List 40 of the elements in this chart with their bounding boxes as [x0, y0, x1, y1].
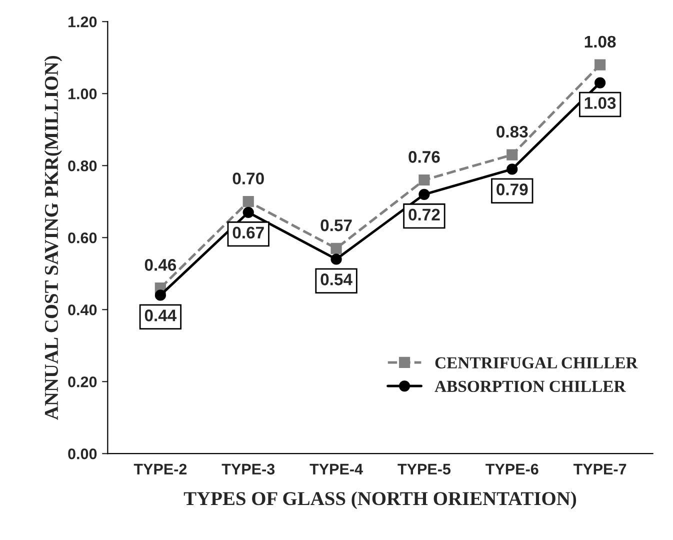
y-tick-label: 1.20	[68, 16, 97, 28]
y-tick-label: 0.00	[68, 448, 97, 460]
data-label: 0.83	[496, 126, 528, 138]
data-label: 1.03	[584, 97, 616, 109]
x-tick-label: TYPE-5	[398, 464, 451, 475]
point	[418, 188, 430, 200]
point	[506, 149, 518, 160]
y-tick-label: 0.60	[68, 232, 97, 244]
data-label: 0.72	[408, 208, 440, 221]
x-tick-label: TYPE-4	[310, 464, 363, 474]
data-label: 0.76	[408, 151, 440, 163]
y-tick-label: 0.80	[68, 160, 97, 172]
data-label: 0.57	[320, 219, 352, 232]
data-label: 0.54	[320, 274, 352, 286]
point	[506, 164, 518, 175]
point	[418, 174, 430, 186]
y-tick-label: 0.20	[68, 376, 97, 388]
point	[242, 196, 254, 208]
data-label: 0.70	[232, 172, 264, 184]
y-axis-title: ANNUAL COST SAVING PKR(MILLION)	[44, 56, 62, 420]
y-tick-label: 1.00	[68, 88, 97, 100]
legend-label: ABSORPTION CHILLER	[434, 380, 626, 392]
x-tick-label: TYPE-3	[222, 464, 275, 475]
point	[154, 290, 166, 301]
legend-label: CENTRIFUGAL CHILLER	[435, 357, 638, 368]
point	[594, 59, 606, 70]
data-label: 0.79	[496, 184, 528, 196]
point	[242, 206, 254, 218]
point	[594, 77, 606, 88]
x-tick-label: TYPE-7	[573, 464, 626, 474]
data-label: 0.67	[232, 226, 264, 239]
data-label: 0.46	[144, 259, 176, 271]
x-axis-title: TYPES OF GLASS (NORTH ORIENTATION)	[184, 491, 576, 510]
point	[330, 242, 342, 254]
y-tick-label: 0.40	[68, 304, 97, 316]
x-tick-label: TYPE-2	[134, 464, 187, 474]
point	[330, 254, 342, 265]
x-tick-label: TYPE-6	[486, 464, 538, 475]
data-label: 0.44	[144, 310, 177, 322]
data-label: 1.08	[584, 36, 616, 48]
